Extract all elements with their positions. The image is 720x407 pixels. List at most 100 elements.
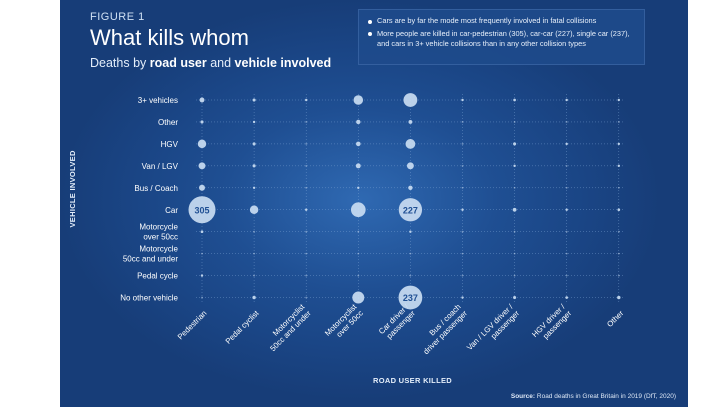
bubble-mark [513,164,516,168]
bubble-mark [356,119,361,125]
y-tick-label-line: HGV [161,140,179,149]
y-tick-label-line: 50cc and under [123,255,178,264]
bubble-mark [252,142,256,146]
x-tick-labels: Pedestrian Pedal cyclist Motorcyclist50cc … [176,302,626,356]
bubble-mark [350,202,366,218]
x-tick-label: Motorcyclistover 50cc [323,302,365,344]
bubble-mark [617,274,620,277]
data-labels: 305 227 237 [194,205,417,303]
bubble-mark [565,186,568,189]
bubble-mark [201,296,203,299]
bubble-mark [252,295,256,300]
subtitle-middle: and [206,56,235,70]
bubble-mark [188,196,216,224]
figure-label: FIGURE 1 [90,11,145,23]
bubble-mark [409,252,412,255]
bubble-mark [617,230,620,233]
y-tick-labels: 3+ vehicles Other HGV Van / LGV Bus / Coach C… [120,96,178,303]
x-tick-label: HGV driver /passenger [530,302,574,346]
grid-lines [196,94,625,304]
y-tick-label: No other vehicle [120,294,178,303]
subtitle-bold-vehicle: vehicle involved [234,56,332,70]
x-tick-label: Motorcyclist50cc and under [262,302,313,353]
bubble-mark [617,208,621,212]
x-tick-label-line: Pedestrian [176,309,209,342]
bubble-mark [513,230,516,233]
bubble-mark [357,230,360,233]
bubble-mark [408,185,413,190]
bubble-mark [305,274,308,277]
bubble-mark [357,274,360,277]
bubble-mark [617,186,620,189]
bubble-mark [200,120,204,124]
bubble-mark [565,208,568,211]
bubble-mark [461,296,464,299]
bubble-mark [200,230,204,234]
bubble-mark [200,274,204,277]
bubble-mark [305,208,308,211]
bubble-mark [199,97,205,103]
source-note: Source: Road deaths in Great Britain in … [511,393,676,400]
bubble-mark [305,230,308,233]
bubble-mark [409,274,412,277]
bubble-mark [249,205,259,214]
x-tick-label-line: Other [605,308,625,328]
bubble-mark [201,252,203,255]
y-tick-label-line: Car [165,206,178,215]
y-tick-label: Car [165,206,178,215]
x-tick-label-line: Pedal cyclist [224,308,262,346]
bubble-mark [513,274,516,277]
y-tick-label: Motorcycle 50cc and under [123,245,179,264]
notes-box: Cars are by far the mode most frequently… [358,9,645,65]
bubble-mark [461,274,464,277]
bubble-mark [199,184,205,191]
bubble-mark [617,142,620,146]
bubble-mark [461,98,464,102]
bubble-mark [305,143,308,145]
subtitle-prefix: Deaths by [90,56,150,70]
x-tick-label: Bus / coachdriver passenger [415,302,469,356]
bubble-mark [565,98,568,102]
y-tick-label-line: Van / LGV [142,162,179,171]
bubbles [188,93,621,310]
y-tick-label-line: over 50cc [143,233,178,242]
bubble-mark [513,186,516,189]
y-tick-label-line: Motorcycle [139,245,178,254]
bubble-mark [398,198,423,222]
x-tick-label: Other [605,308,625,328]
bubble-mark [461,208,464,211]
chart-title: What kills whom [90,25,249,50]
y-tick-label-line: Bus / Coach [134,184,178,193]
source-label: Source: [510,393,536,400]
bubble-mark [461,143,464,145]
bubble-chart: 3+ vehicles Other HGV Van / LGV Bus / Coach C… [120,93,626,356]
bubble-mark [617,252,620,255]
bubble-mark [565,164,568,167]
bubble-mark [197,139,207,149]
bubble-mark [252,186,256,189]
bubble-mark [253,252,256,255]
bubble-mark [305,252,308,255]
bubble-mark [305,186,308,189]
bubble-mark [253,274,256,277]
bubble-mark [357,252,360,255]
y-tick-label: Other [158,118,178,127]
y-tick-label: Bus / Coach [134,184,178,193]
source-text: Road deaths in Great Britain in 2019 (Df… [535,393,676,400]
y-tick-label: Van / LGV [142,162,179,171]
bubble-mark [565,296,569,299]
bubble-mark [513,252,516,255]
y-tick-label-line: 3+ vehicles [138,96,178,105]
y-tick-label: HGV [161,140,179,149]
note-item: More people are killed in car-pedestrian… [368,29,636,50]
bubble-mark [513,296,517,300]
x-axis-label: ROAD USER KILLED [373,376,452,385]
bubble-mark [355,141,361,147]
data-label: 227 [403,205,418,215]
data-label: 305 [194,205,209,215]
bubble-mark [252,120,256,124]
bubble-mark [461,230,464,233]
bubble-mark [305,121,308,123]
bubble-mark [461,186,464,189]
bubble-mark [357,186,360,189]
